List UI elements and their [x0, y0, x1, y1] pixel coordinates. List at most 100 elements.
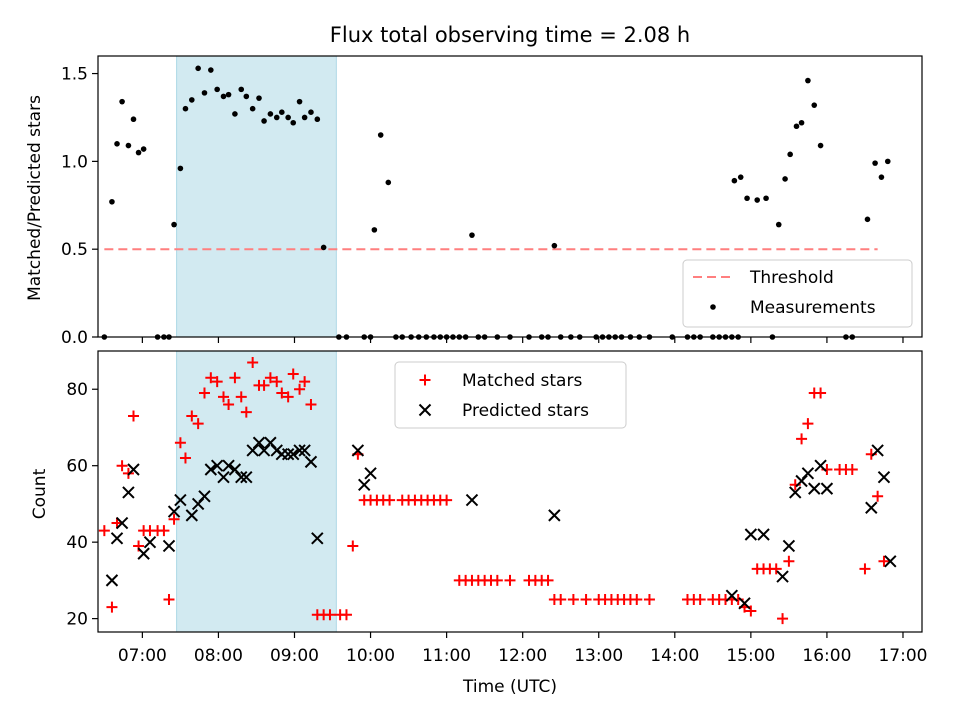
predicted-stars-point	[235, 470, 248, 484]
top-y-tick-label: 1.5	[61, 65, 88, 85]
top-shaded-span	[176, 55, 337, 338]
matched-stars-point	[276, 387, 288, 399]
matched-stars-point	[235, 391, 247, 403]
measurements-point	[109, 198, 115, 205]
chart-title: Flux total observing time = 2.08 h	[330, 23, 690, 47]
measurements-point	[737, 174, 744, 180]
measurements-point	[125, 142, 132, 149]
predicted-stars-point	[110, 532, 124, 545]
matched-stars-point	[694, 594, 706, 606]
measurements-point	[130, 116, 137, 123]
measurements-point	[285, 114, 291, 121]
predicted-stars-point	[311, 532, 324, 545]
measurements-point	[308, 109, 314, 115]
measurements-point	[243, 93, 250, 100]
matched-stars-point	[783, 555, 795, 567]
measurements-point	[805, 77, 811, 84]
matched-stars-point	[174, 437, 186, 449]
matched-stars-point	[106, 601, 118, 613]
predicted-stars-point	[738, 597, 751, 610]
matched-stars-point	[247, 356, 259, 368]
top-y-tick-label: 0.0	[61, 328, 88, 348]
x-tick-label: 16:00	[802, 646, 851, 666]
matched-stars-point	[777, 613, 789, 625]
measurements-point	[817, 142, 824, 149]
matched-stars-point	[643, 594, 655, 606]
measurements-point	[782, 176, 788, 182]
predicted-stars-point	[185, 509, 199, 522]
top-panel: 0.0 0.5 1.0 1.5 Threshold Measurements	[61, 55, 923, 348]
measurements-point	[201, 90, 208, 96]
bottom-y-tick-label: 20	[66, 610, 88, 630]
measurements-point	[296, 98, 303, 105]
matched-stars-point	[287, 368, 299, 380]
legend-frame	[394, 361, 627, 429]
x-tick-label: 12:00	[498, 646, 547, 666]
predicted-stars-point	[776, 570, 789, 583]
matched-stars-point	[878, 555, 890, 567]
measurements-point	[225, 91, 232, 98]
matched-stars-point	[567, 594, 579, 606]
x-tick-label: 15:00	[726, 646, 775, 666]
matched-stars-point	[158, 525, 170, 537]
bottom-y-tick-label: 60	[66, 457, 88, 477]
predicted-stars-point	[115, 516, 129, 530]
matched-stars-point	[98, 525, 110, 537]
measurements-point	[232, 111, 238, 117]
measurements-point	[189, 97, 195, 103]
matched-stars-point	[223, 399, 235, 411]
predicted-stars-point	[757, 528, 770, 541]
measurements-point	[775, 221, 782, 228]
measurements-point	[377, 132, 384, 138]
matched-stars-point	[770, 563, 782, 575]
predicted-stars-point	[210, 459, 224, 472]
matched-stars-point	[211, 376, 223, 388]
predicted-stars-point	[222, 459, 235, 472]
matched-stars-point	[384, 494, 396, 506]
measurements-point	[119, 98, 125, 105]
predicted-stars-point	[281, 448, 295, 461]
matched-stars-point	[340, 609, 352, 621]
measurements-point	[878, 174, 885, 180]
measurements-point	[140, 146, 147, 152]
predicted-stars-point	[744, 528, 758, 541]
measurements-point	[261, 118, 267, 124]
bottom-y-tick-label: 80	[66, 380, 88, 400]
predicted-stars-point	[167, 505, 181, 518]
matched-stars-point	[542, 574, 554, 586]
legend-predicted-label: Predicted stars	[462, 401, 589, 421]
measurements-point	[872, 160, 878, 166]
measurements-point	[763, 195, 769, 202]
predicted-stars-point	[240, 470, 253, 484]
predicted-stars-point	[801, 467, 815, 480]
x-tick-label: 09:00	[270, 646, 319, 666]
matched-stars-point	[491, 574, 503, 586]
predicted-stars-point	[162, 539, 176, 553]
x-axis-label: Time (UTC)	[462, 677, 557, 697]
measurements-point	[114, 141, 120, 147]
matched-stars-point	[163, 594, 175, 606]
top-y-tick-label: 0.5	[61, 240, 88, 260]
matched-stars-point	[441, 494, 453, 506]
x-tick-label: 17:00	[878, 646, 927, 666]
top-y-axis-label: Matched/Predicted stars	[25, 95, 45, 301]
predicted-stars-point	[814, 459, 827, 472]
legend-threshold-label: Threshold	[749, 268, 834, 288]
predicted-stars-point	[789, 486, 802, 499]
matched-stars-point	[116, 460, 128, 472]
x-tick-label: 11:00	[422, 646, 471, 666]
measurements-point	[787, 151, 793, 158]
measurements-point	[371, 227, 378, 233]
measurements-point	[290, 119, 297, 126]
measurements-point	[811, 102, 818, 108]
predicted-stars-point	[143, 535, 157, 549]
matched-stars-point	[580, 594, 592, 606]
matched-stars-point	[218, 391, 230, 403]
measurements-point	[267, 111, 274, 117]
predicted-stars-point	[287, 448, 300, 461]
measurements-point	[256, 95, 262, 101]
legend-predicted-swatch	[418, 403, 432, 417]
matched-stars-point	[846, 464, 858, 476]
top-y-tick-label: 1.0	[61, 152, 88, 172]
